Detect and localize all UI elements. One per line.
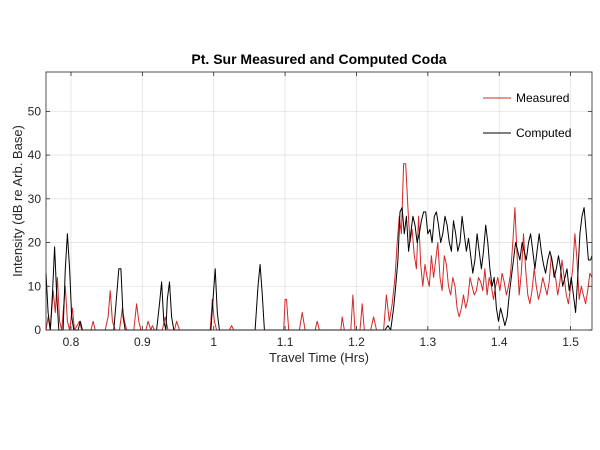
x-tick-label: 1.3 (419, 335, 436, 349)
legend-label-computed: Computed (516, 126, 571, 140)
x-tick-label: 0.9 (134, 335, 151, 349)
y-tick-label: 0 (34, 323, 41, 337)
series-line-measured (45, 163, 593, 331)
x-tick-label: 1.5 (562, 335, 579, 349)
legend-label-measured: Measured (516, 91, 569, 105)
plot-background (46, 72, 592, 330)
series-line-computed (45, 207, 593, 331)
chart-title: Pt. Sur Measured and Computed Coda (191, 51, 446, 67)
series-layer (45, 163, 593, 331)
x-tick-label: 1.1 (277, 335, 294, 349)
axis-ticks: 0.8 0.9 1 1.1 1.2 1.3 1.4 1.5 0 10 20 30 40 50 (28, 72, 592, 349)
x-axis-label: Travel Time (Hrs) (269, 350, 369, 365)
x-tick-label: 0.8 (63, 335, 80, 349)
y-tick-label: 20 (28, 236, 42, 250)
plot-frame (45, 71, 593, 331)
y-tick-label: 40 (28, 148, 42, 162)
y-tick-label: 10 (28, 279, 42, 293)
y-axis-label: Intensity (dB re Arb. Base) (10, 125, 25, 277)
y-tick-label: 30 (28, 192, 42, 206)
x-tick-label: 1 (210, 335, 217, 349)
x-tick-label: 1.4 (491, 335, 508, 349)
x-tick-label: 1.2 (348, 335, 365, 349)
legend: Measured Computed (483, 91, 571, 140)
y-tick-label: 50 (28, 104, 42, 118)
